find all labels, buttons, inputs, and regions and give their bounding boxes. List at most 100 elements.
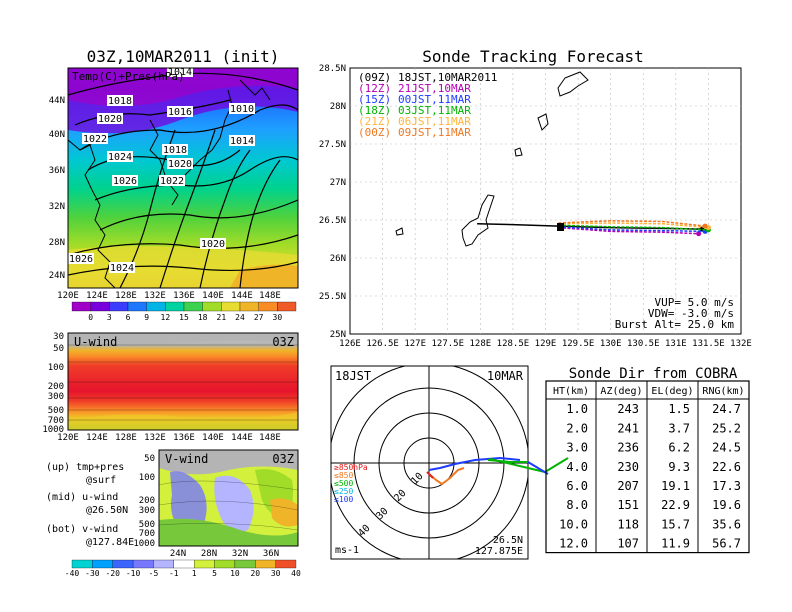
colorbar-label: -5	[149, 569, 159, 578]
track-line	[558, 224, 709, 231]
isobar-label: 1024	[110, 263, 134, 274]
table-cell: 243	[617, 402, 639, 416]
lon-tick: 127E	[404, 339, 426, 349]
colorbar-swatch	[275, 559, 297, 569]
isobar-label: 1014	[168, 67, 192, 78]
table-header: RNG(km)	[702, 386, 744, 397]
colorbar-label: 3	[107, 313, 112, 322]
colorbar-label: -40	[65, 569, 80, 578]
pressure-tick: 500	[139, 520, 155, 530]
colorbar-swatch	[194, 559, 215, 569]
legend-up-sub: @surf	[86, 475, 116, 486]
param-vup: VUP= 5.0 m/s	[655, 296, 734, 309]
colorbar-swatch	[165, 301, 185, 312]
colorbar-label: 30	[271, 569, 281, 578]
table-cell: 8.0	[566, 498, 588, 512]
legend-code: (18Z)	[358, 104, 391, 117]
launch-marker	[557, 223, 564, 231]
lat-tick: 40N	[49, 130, 65, 140]
u-wind-label: U-wind	[74, 335, 117, 349]
lon-tick: 148E	[259, 291, 281, 301]
isobar-label: 1020	[168, 159, 192, 170]
legend-mid: (mid) u-wind	[46, 492, 118, 503]
colorbar-label: 18	[198, 313, 208, 322]
legend-code: (00Z)	[358, 126, 391, 139]
legend-time: 09JST,11MAR	[398, 126, 471, 139]
polar-trace-start	[426, 471, 434, 479]
lat-tick: 28.5N	[319, 64, 346, 74]
colorbar-swatch	[234, 559, 256, 569]
island-coast	[557, 71, 589, 97]
colorbar-swatch	[127, 301, 147, 312]
colorbar-label: 5	[212, 569, 217, 578]
v-wind-colorbar: -40 -30 -20 -10 -5 -1 1 5 10 20 30 40	[65, 559, 301, 578]
lat-tick: 28N	[330, 102, 346, 112]
colorbar-swatch	[71, 301, 91, 312]
isobar-label: 1018	[163, 145, 187, 156]
lat-tick: 32N	[49, 202, 65, 212]
lat-tick: 27.5N	[319, 140, 346, 150]
polar-trace-mid-ext	[527, 461, 549, 475]
isobar-label: 1018	[108, 96, 132, 107]
pressure-tick: 500	[48, 406, 64, 416]
lon-tick: 132E	[144, 291, 166, 301]
lat-tick: 32N	[232, 549, 248, 559]
legend-time: 00JST,11MAR	[398, 93, 471, 106]
track-line	[558, 226, 706, 233]
table-cell: 1.5	[668, 402, 690, 416]
lat-tick: 26N	[330, 254, 346, 264]
colorbar-label: 40	[291, 569, 301, 578]
pressure-tick: 100	[48, 363, 64, 373]
polar-lon: 127.875E	[475, 546, 523, 557]
track-line	[558, 226, 699, 235]
v-wind-label: V-wind	[165, 452, 208, 466]
map-label: Temp(C)+Pres(hPa)	[72, 70, 185, 83]
lon-tick: 128E	[115, 291, 137, 301]
lon-tick: 132E	[730, 339, 752, 349]
table-cell: 22.9	[661, 498, 690, 512]
table-cell: 3.0	[566, 441, 588, 455]
colorbar-label: 1	[192, 569, 197, 578]
pressure-tick: 700	[48, 416, 64, 426]
pressure-tick: 200	[48, 382, 64, 392]
pressure-tick: 30	[53, 332, 64, 342]
colorbar-swatch	[221, 301, 241, 312]
isobar-label: 1010	[230, 104, 254, 115]
level-legend: ≤850	[334, 471, 353, 480]
table-cell: 24.7	[712, 402, 741, 416]
table-cell: 207	[617, 479, 639, 493]
v-wind-time: 03Z	[272, 452, 294, 466]
island-coast	[395, 227, 404, 236]
lon-tick: 130.5E	[627, 339, 660, 349]
colorbar-label: 10	[230, 569, 240, 578]
table-cell: 56.7	[712, 537, 741, 551]
colorbar-swatch	[146, 301, 166, 312]
lon-tick: 120E	[57, 291, 79, 301]
colorbar-swatch	[239, 301, 259, 312]
lon-tick: 120E	[57, 433, 79, 443]
lon-tick: 126.5E	[366, 339, 399, 349]
table-cell: 11.9	[661, 537, 690, 551]
table-cell: 2.0	[566, 421, 588, 435]
pressure-tick: 200	[139, 496, 155, 506]
table-cell: 24.5	[712, 441, 741, 455]
polar-date: 10MAR	[487, 369, 524, 383]
colorbar-label: 27	[254, 313, 264, 322]
isobar-label: 1014	[230, 136, 254, 147]
table-header: HT(km)	[553, 386, 589, 397]
lon-tick: 131E	[665, 339, 687, 349]
polar-trace-low	[428, 467, 465, 486]
level-legend: ≥850hPa	[334, 463, 368, 472]
colorbar-swatch	[71, 559, 93, 569]
isobar-label: 1026	[113, 176, 137, 187]
lon-tick: 129.5E	[562, 339, 595, 349]
colorbar-swatch	[92, 559, 113, 569]
lon-tick: 140E	[202, 433, 224, 443]
lat-tick: 44N	[49, 96, 65, 106]
legend-bot-sub: @127.84E	[86, 537, 134, 548]
island-coast	[537, 113, 549, 131]
table-cell: 25.2	[712, 421, 741, 435]
track-plot	[349, 67, 742, 335]
table-cell: 19.6	[712, 498, 741, 512]
track-line	[558, 222, 709, 229]
